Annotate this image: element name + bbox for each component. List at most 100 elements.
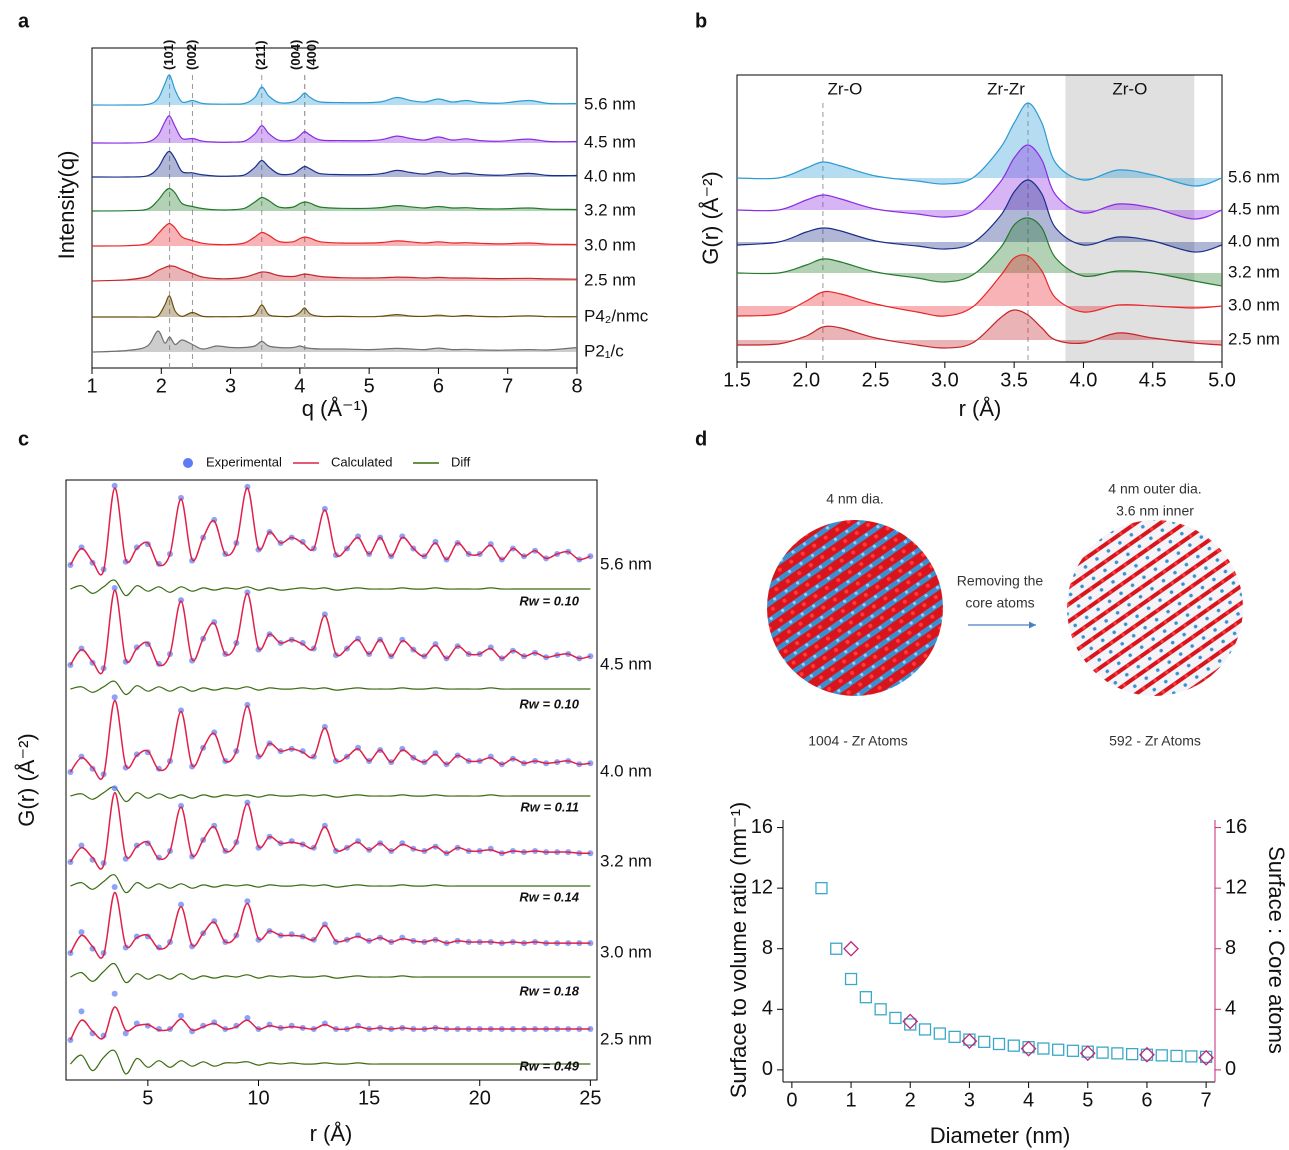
x-tick-label: 2 — [156, 375, 167, 397]
x-tick-label: 2 — [905, 1089, 916, 1111]
series-label: 4.5 nm — [600, 654, 652, 673]
series-label: 5.6 nm — [1228, 167, 1280, 186]
experimental-point — [133, 544, 140, 551]
x-tick-label: 4.0 — [1070, 369, 1098, 391]
experimental-point — [78, 842, 85, 849]
diagram-text: 1004 - Zr Atoms — [808, 733, 908, 749]
square-point — [978, 1035, 991, 1049]
line — [69, 891, 591, 959]
square-point — [874, 1003, 887, 1016]
diagram-text: Removing the — [957, 573, 1044, 589]
x-axis-label: q (Å⁻¹) — [302, 396, 369, 421]
x-tick-label: 5 — [1082, 1089, 1093, 1111]
x-tick-label: 1 — [86, 375, 97, 397]
x-tick-label: 3 — [964, 1089, 975, 1111]
line — [91, 222, 578, 247]
series-label: 3.2 nm — [1228, 262, 1280, 281]
y-tick-label: 8 — [762, 937, 773, 959]
experimental-point — [189, 943, 196, 950]
y2-axis-label: Surface : Core atoms — [1264, 846, 1289, 1054]
square-point — [1185, 1050, 1198, 1063]
y2-tick-label: 12 — [1225, 876, 1247, 898]
square-point — [992, 1037, 1006, 1051]
square-point — [918, 1023, 932, 1036]
x-tick-label: 3 — [225, 375, 236, 397]
experimental-point — [244, 1015, 251, 1021]
y-axis-label: G(r) (Å⁻²) — [14, 733, 39, 826]
line — [69, 791, 591, 870]
experimental-point — [122, 1030, 129, 1037]
area — [92, 295, 577, 318]
square-point — [1111, 1047, 1124, 1060]
experimental-point — [78, 1008, 85, 1015]
x-tick-label: 3.5 — [1000, 369, 1028, 391]
diamond-point — [1139, 1046, 1155, 1063]
experimental-point — [122, 764, 129, 771]
experimental-point — [244, 701, 251, 708]
area — [737, 179, 1222, 253]
line — [736, 179, 1223, 253]
line — [736, 254, 1223, 317]
x-tick-label: 7 — [1201, 1089, 1212, 1111]
experimental-point — [178, 901, 185, 908]
y2-tick-label: 16 — [1225, 816, 1247, 838]
line — [91, 187, 578, 212]
series-label: 3.0 nm — [600, 942, 652, 961]
line — [736, 144, 1223, 220]
x-tick-label: 20 — [469, 1087, 491, 1109]
experimental-point — [122, 944, 129, 951]
diagram-text: core atoms — [965, 595, 1034, 611]
line — [69, 1006, 591, 1041]
x-tick-label: 15 — [358, 1087, 380, 1109]
nanoparticle-diagram: 4 nm dia. 1004 - Zr Atoms Removing the c… — [767, 481, 1243, 749]
square-point — [1037, 1042, 1050, 1055]
square-point — [859, 991, 872, 1004]
series-label: 3.2 nm — [584, 200, 636, 219]
line — [69, 589, 591, 675]
line — [70, 962, 591, 984]
series-label: 4.0 nm — [600, 761, 652, 780]
x-tick-label: 5 — [142, 1087, 153, 1109]
series-label: 5.6 nm — [600, 554, 652, 573]
experimental-point — [111, 585, 118, 591]
reflection-label: (101) — [161, 40, 176, 70]
x-tick-label: 8 — [571, 375, 582, 397]
plot-frame — [91, 47, 578, 369]
square-point — [1096, 1046, 1109, 1059]
experimental-point — [178, 707, 185, 714]
experimental-point — [244, 483, 251, 490]
y-axis-label: Surface to volume ratio (nm⁻¹) — [726, 802, 751, 1098]
line — [91, 150, 578, 178]
experimental-point — [78, 929, 85, 936]
series-label: 4.5 nm — [584, 132, 636, 151]
y-axis-label: G(r) (Å⁻²) — [698, 171, 723, 264]
area — [92, 151, 577, 178]
reflection-label: (004) — [288, 40, 303, 70]
area — [737, 254, 1222, 317]
series-label: 4.5 nm — [1228, 199, 1280, 218]
line — [70, 680, 591, 696]
y-tick-label: 4 — [762, 998, 773, 1020]
line — [92, 295, 578, 318]
diamond-point — [1020, 1040, 1037, 1057]
experimental-point — [332, 848, 339, 854]
legend-label: Experimental — [206, 454, 282, 469]
diamond-point — [1079, 1045, 1096, 1062]
x-axis-label: r (Å) — [959, 396, 1002, 421]
experimental-point — [178, 494, 185, 501]
line — [736, 309, 1223, 349]
diamond-point — [1198, 1049, 1215, 1066]
experimental-point — [244, 589, 251, 596]
x-tick-label: 25 — [579, 1087, 601, 1109]
square-point — [1170, 1049, 1183, 1063]
square-point — [844, 972, 858, 986]
diagram-text: 3.6 nm inner — [1116, 503, 1194, 519]
line — [736, 217, 1223, 287]
line — [70, 874, 591, 894]
rw-label: Rw = 0.10 — [519, 696, 579, 711]
y-tick-label: 0 — [762, 1058, 773, 1080]
line — [69, 1049, 591, 1075]
line — [69, 487, 591, 576]
experimental-point — [288, 838, 295, 845]
square-point — [1052, 1043, 1065, 1056]
